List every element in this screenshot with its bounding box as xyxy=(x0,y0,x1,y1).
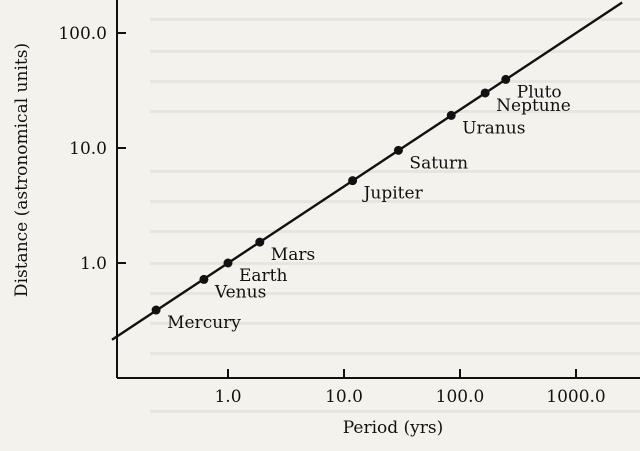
y-axis-title: Distance (astronomical units) xyxy=(12,43,32,297)
background-text-line xyxy=(150,50,640,53)
point-label-earth: Earth xyxy=(239,266,288,286)
y-tick-label: 100.0 xyxy=(58,24,107,44)
y-tick-label: 10.0 xyxy=(69,139,107,159)
data-point-jupiter xyxy=(348,176,358,186)
data-point-earth xyxy=(223,258,233,268)
background-text-line xyxy=(150,322,640,325)
data-point-pluto xyxy=(501,74,511,84)
background-text-line xyxy=(150,80,640,83)
x-tick-label: 1000.0 xyxy=(546,387,605,407)
data-point-mars xyxy=(255,237,265,247)
background-text-line xyxy=(150,410,640,413)
data-point-venus xyxy=(199,274,209,284)
background-text-line xyxy=(150,110,640,113)
background-text-line xyxy=(150,200,640,203)
point-label-mars: Mars xyxy=(271,245,315,265)
x-tick-label: 10.0 xyxy=(325,387,363,407)
background-text-line xyxy=(150,262,640,265)
background-text-line xyxy=(150,170,640,173)
x-tick-label: 1.0 xyxy=(214,387,241,407)
x-tick-label: 100.0 xyxy=(436,387,485,407)
x-axis-title: Period (yrs) xyxy=(343,418,444,438)
data-point-mercury xyxy=(151,305,161,315)
background-text-line xyxy=(150,230,640,233)
point-label-pluto: Pluto xyxy=(517,82,562,102)
fit-line xyxy=(111,1,623,341)
data-point-uranus xyxy=(446,110,456,120)
background-text-line xyxy=(150,18,640,21)
point-label-neptune: Neptune xyxy=(496,96,571,116)
point-label-saturn: Saturn xyxy=(409,153,468,173)
background-text-line xyxy=(150,352,640,355)
y-tick-label: 1.0 xyxy=(80,254,107,274)
point-label-uranus: Uranus xyxy=(462,118,525,138)
point-label-jupiter: Jupiter xyxy=(362,184,424,204)
data-point-neptune xyxy=(480,88,490,98)
point-label-venus: Venus xyxy=(214,282,266,302)
background-text-line xyxy=(150,292,640,295)
data-point-saturn xyxy=(393,145,403,155)
point-label-mercury: Mercury xyxy=(167,313,241,333)
